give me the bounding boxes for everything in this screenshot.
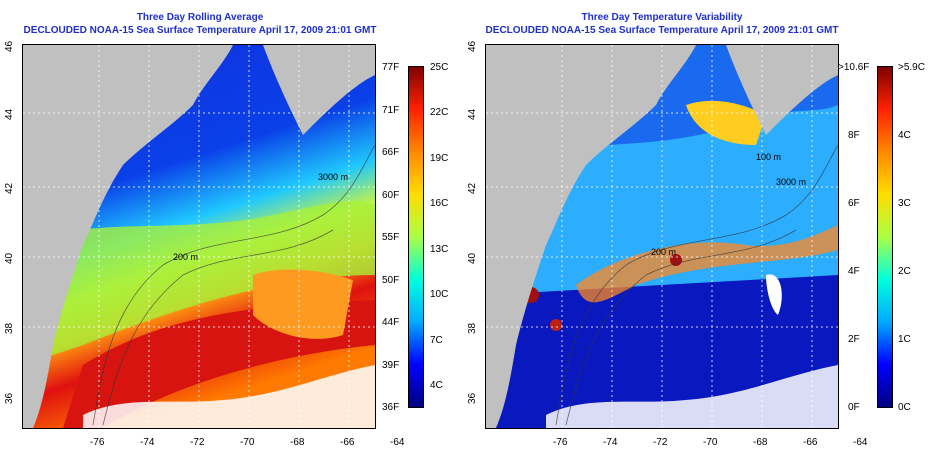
right-title-line2: DECLOUDED NOAA-15 Sea Surface Temperatur… — [485, 25, 839, 36]
right-lon-tick: -74 — [603, 437, 618, 448]
right-colorbar-c-label: 4C — [898, 130, 911, 141]
left-lon-tick: -70 — [240, 437, 255, 448]
right-colorbar-c-label: 0C — [898, 402, 911, 413]
left-lon-tick: -76 — [90, 437, 105, 448]
left-lon-tick: -72 — [190, 437, 205, 448]
right-colorbar-f-label: 8F — [848, 130, 860, 141]
right-lon-tick: -76 — [553, 437, 568, 448]
right-lon-tick: -68 — [753, 437, 768, 448]
left-lat-tick: 44 — [4, 108, 15, 120]
right-lon-tick: -64 — [853, 437, 868, 448]
right-colorbar-c-label: 2C — [898, 266, 911, 277]
left-colorbar-c-label: 13C — [430, 243, 449, 255]
right-lat-tick: 42 — [467, 182, 478, 194]
right-lat-tick: 40 — [467, 252, 478, 264]
right-colorbar — [877, 66, 893, 408]
right-colorbar-f-label: >10.6F — [838, 62, 870, 73]
right-contour-label-3000m: 3000 m — [776, 177, 806, 187]
left-lat-tick: 46 — [4, 40, 15, 52]
right-lat-tick: 36 — [467, 392, 478, 404]
right-lon-tick: -70 — [703, 437, 718, 448]
left-colorbar-f-label: 66F — [382, 147, 400, 158]
left-lat-tick: 40 — [4, 252, 15, 264]
left-colorbar-f-label: 71F — [382, 104, 400, 116]
left-lat-tick: 36 — [4, 392, 15, 404]
left-lat-tick: 38 — [4, 322, 15, 334]
left-colorbar-f-label: 77F — [382, 62, 400, 73]
left-contour-label-200m: 200 m — [173, 252, 198, 262]
left-colorbar-f-label: 36F — [382, 402, 400, 413]
left-lon-tick: -68 — [290, 437, 305, 448]
right-lat-tick: 44 — [467, 108, 478, 120]
right-colorbar-c-label: 1C — [898, 334, 911, 345]
right-variability-map: 100 m 3000 m 200 m — [485, 44, 839, 429]
left-colorbar-c-label: 10C — [430, 289, 449, 301]
left-colorbar-f-label: 39F — [382, 359, 400, 371]
right-lat-tick: 46 — [467, 40, 478, 52]
left-lat-tick: 42 — [4, 182, 15, 194]
left-colorbar-c-label: 25C — [430, 62, 449, 73]
left-colorbar-f-label: 50F — [382, 274, 400, 286]
left-lon-tick: -74 — [140, 437, 155, 448]
right-coastline-land — [486, 45, 696, 428]
left-lon-tick: -66 — [340, 437, 355, 448]
right-contour-label-100m: 100 m — [756, 152, 781, 162]
left-colorbar-c-label: 19C — [430, 152, 449, 164]
right-colorbar-f-label: 6F — [848, 198, 860, 209]
left-colorbar-f-label: 60F — [382, 189, 400, 201]
left-lon-tick: -64 — [390, 437, 405, 448]
right-colorbar-c-label: >5.9C — [898, 62, 925, 73]
left-sst-map: 200 m 3000 m — [22, 44, 376, 429]
right-colorbar-f-label: 0F — [848, 402, 860, 413]
right-lon-tick: -72 — [653, 437, 668, 448]
left-coastline-land — [23, 45, 233, 428]
left-colorbar — [408, 66, 424, 408]
right-title-line1: Three Day Temperature Variability — [581, 12, 743, 23]
right-lat-tick: 38 — [467, 322, 478, 334]
right-contour-label-200m: 200 m — [651, 247, 676, 257]
left-title-line1: Three Day Rolling Average — [136, 12, 264, 23]
right-colorbar-c-label: 3C — [898, 198, 911, 209]
left-colorbar-c-label: 4C — [430, 380, 443, 391]
right-colorbar-f-label: 2F — [848, 334, 860, 345]
left-colorbar-c-label: 16C — [430, 198, 449, 210]
left-colorbar-c-label: 7C — [430, 334, 443, 346]
left-colorbar-f-label: 44F — [382, 317, 400, 328]
left-colorbar-f-label: 55F — [382, 232, 400, 243]
left-colorbar-c-label: 22C — [430, 107, 449, 119]
left-title-line2: DECLOUDED NOAA-15 Sea Surface Temperatur… — [23, 25, 377, 36]
right-colorbar-f-label: 4F — [848, 266, 860, 277]
left-contour-label-3000m: 3000 m — [318, 172, 348, 182]
right-lon-tick: -66 — [803, 437, 818, 448]
